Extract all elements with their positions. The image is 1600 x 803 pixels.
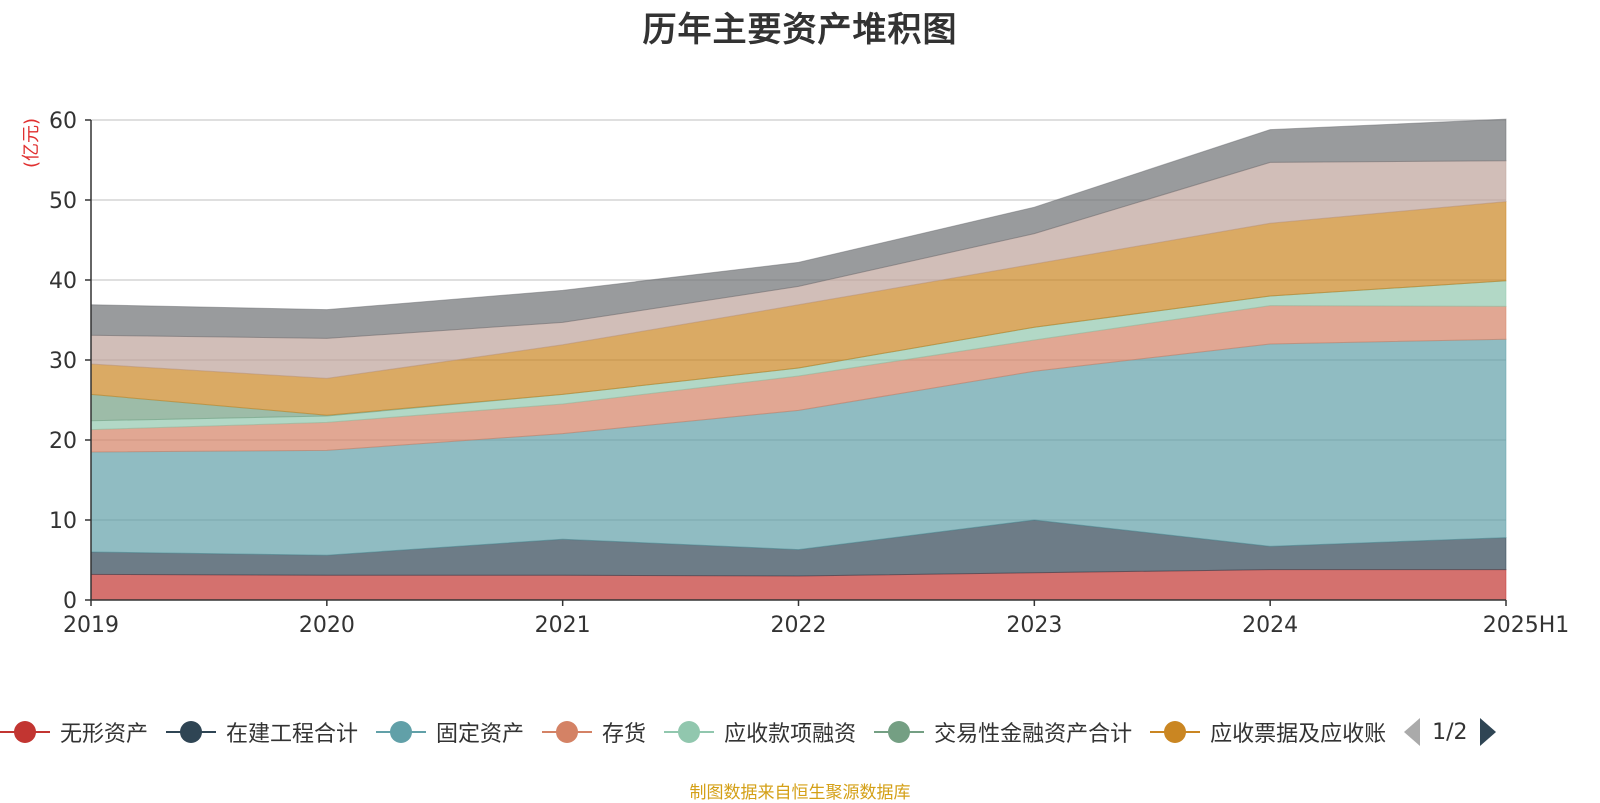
y-tick-label: 50 — [49, 189, 77, 214]
y-tick-label: 40 — [49, 269, 77, 294]
legend-marker-icon — [664, 719, 715, 745]
legend-label: 交易性金融资产合计 — [934, 722, 1133, 747]
legend-marker-icon — [376, 719, 427, 745]
x-tick-label: 2020 — [299, 613, 355, 638]
x-tick-label: 2023 — [1006, 613, 1062, 638]
x-tick-label: 2025H1 — [1483, 613, 1570, 638]
x-tick-label: 2021 — [535, 613, 591, 638]
legend-item[interactable]: 无形资产 — [0, 716, 148, 748]
legend-pager: 1/2 — [1404, 718, 1496, 746]
legend-label: 存货 — [602, 722, 647, 747]
legend-item[interactable]: 应收款项融资 — [664, 716, 856, 748]
axes: 0 10 20 30 40 50 60 2019 2020 2021 2022 2023 2024 202… — [49, 109, 1569, 638]
x-tick-label: 2024 — [1242, 613, 1298, 638]
y-tick-label: 0 — [63, 589, 77, 614]
legend-marker-icon — [542, 719, 593, 745]
legend-next-page-icon[interactable] — [1479, 718, 1496, 746]
chart-title: 历年主要资产堆积图 — [642, 10, 958, 50]
y-tick-label: 60 — [49, 109, 77, 134]
y-tick-label: 10 — [49, 509, 77, 534]
legend-label: 在建工程合计 — [226, 722, 359, 747]
stacked-area-chart: 0 10 20 30 40 50 60 2019 2020 2021 2022 2023 2024 202… — [21, 109, 1569, 638]
area-series-9 — [90, 118, 1507, 339]
legend-marker-icon — [0, 719, 50, 745]
x-tick-label: 2019 — [63, 613, 119, 638]
legend-item[interactable]: 存货 — [542, 716, 646, 748]
legend-item[interactable]: 应收票据及应收账 — [1150, 716, 1386, 748]
legend-label: 固定资产 — [436, 722, 525, 747]
legend-item[interactable]: 交易性金融资产合计 — [874, 716, 1132, 748]
legend-marker-icon — [166, 719, 217, 745]
y-axis-unit-label: (亿元) — [21, 118, 42, 168]
legend-item[interactable]: 在建工程合计 — [166, 716, 358, 748]
data-source-note: 制图数据来自恒生聚源数据库 — [689, 783, 911, 803]
y-tick-label: 30 — [49, 349, 77, 374]
area-series — [90, 118, 1507, 601]
legend-prev-page-icon[interactable] — [1404, 718, 1421, 746]
legend-label: 应收票据及应收账 — [1210, 722, 1387, 747]
legend-marker-icon — [1150, 719, 1201, 745]
legend-label: 应收款项融资 — [724, 722, 857, 747]
legend-item[interactable]: 固定资产 — [376, 716, 524, 748]
y-tick-label: 20 — [49, 429, 77, 454]
legend: 无形资产 在建工程合计 固定资产 存货 应收款项融资 交易性金融资产合计 应收票据及应收账 … — [0, 712, 1600, 752]
legend-label: 无形资产 — [60, 722, 149, 747]
x-tick-label: 2022 — [771, 613, 827, 638]
legend-marker-icon — [874, 719, 925, 745]
legend-page-indicator: 1/2 — [1432, 719, 1468, 745]
